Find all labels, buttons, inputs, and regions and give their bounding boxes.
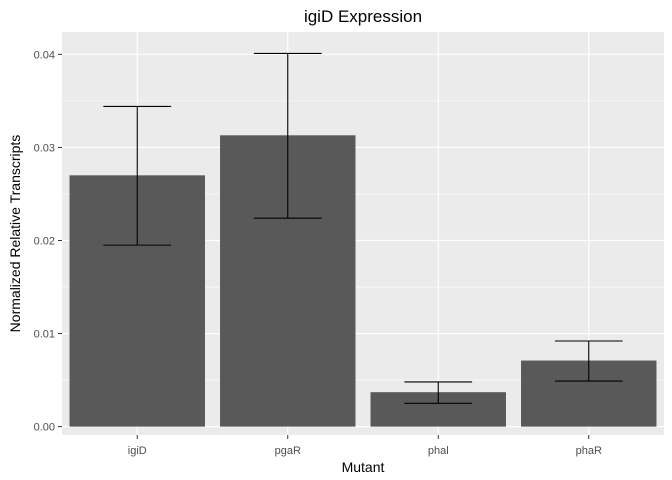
y-tick-label: 0.03 (34, 142, 55, 154)
x-tick-label: pgaR (275, 445, 301, 457)
y-axis-ticks: 0.00 0.01 0.02 0.03 0.04 (34, 49, 62, 434)
y-axis-title: Normalized Relative Transcripts (7, 135, 23, 333)
x-axis-ticks: igiD pgaR phal phaR (128, 435, 602, 457)
chart-title: igiD Expression (304, 7, 422, 26)
error-bar-phar (554, 340, 623, 382)
y-tick-label: 0.00 (34, 422, 55, 434)
error-bars (103, 52, 623, 404)
error-bar-igid (103, 105, 172, 246)
error-bar-phal (404, 381, 473, 404)
x-tick-label: igiD (128, 445, 147, 457)
error-bar-pgar (253, 52, 322, 219)
y-tick-label: 0.02 (34, 235, 55, 247)
x-axis-title: Mutant (342, 459, 385, 475)
x-tick-label: phaR (576, 445, 602, 457)
x-tick-label: phal (428, 445, 449, 457)
y-tick-label: 0.04 (34, 49, 55, 61)
y-tick-label: 0.01 (34, 329, 55, 341)
